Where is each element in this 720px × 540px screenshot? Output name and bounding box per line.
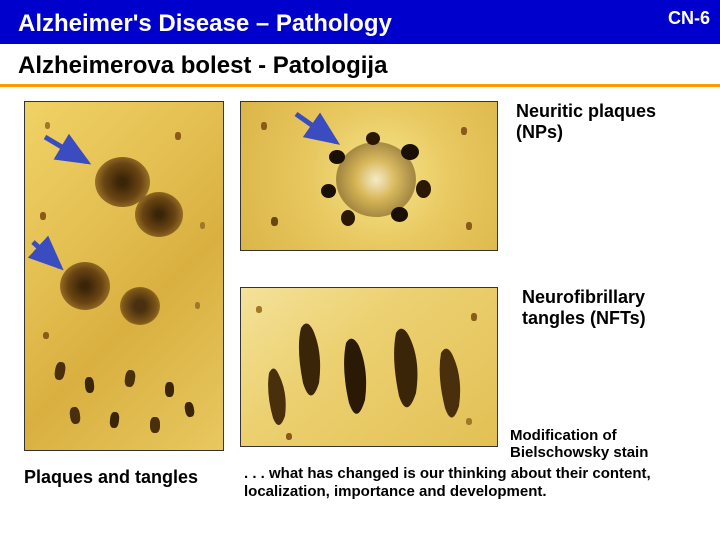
- header-bar: Alzheimer's Disease – Pathology CN-6: [0, 0, 720, 44]
- image-neurofibrillary-tangles: [240, 287, 498, 447]
- label-text: Modification of: [510, 427, 617, 444]
- label-text: Neuritic plaques: [516, 101, 656, 121]
- slide-subtitle: Alzheimerova bolest - Patologija: [18, 52, 702, 80]
- arrow-icon: [241, 102, 497, 250]
- label-text: Neurofibrillary: [522, 287, 645, 307]
- subheader: Alzheimerova bolest - Patologija: [0, 44, 720, 84]
- label-nft: Neurofibrillary tangles (NFTs): [522, 287, 712, 328]
- label-stain: Modification of Bielschowsky stain: [510, 427, 710, 462]
- label-text: (NPs): [516, 122, 563, 142]
- caption-left-image: Plaques and tangles: [24, 467, 198, 488]
- label-text: tangles (NFTs): [522, 308, 646, 328]
- content-area: Neuritic plaques (NPs) Neurofibrillary t…: [0, 87, 720, 517]
- tangle-shapes: [241, 288, 497, 446]
- slide-code: CN-6: [668, 8, 710, 29]
- label-neuritic-plaques: Neuritic plaques (NPs): [516, 101, 706, 142]
- image-plaques-tangles: [24, 101, 224, 451]
- label-text: Bielschowsky stain: [510, 444, 648, 461]
- arrow-icon: [25, 102, 223, 450]
- slide-title: Alzheimer's Disease – Pathology: [18, 10, 702, 38]
- caption-bottom: . . . what has changed is our thinking a…: [244, 465, 714, 501]
- image-neuritic-plaque: [240, 101, 498, 251]
